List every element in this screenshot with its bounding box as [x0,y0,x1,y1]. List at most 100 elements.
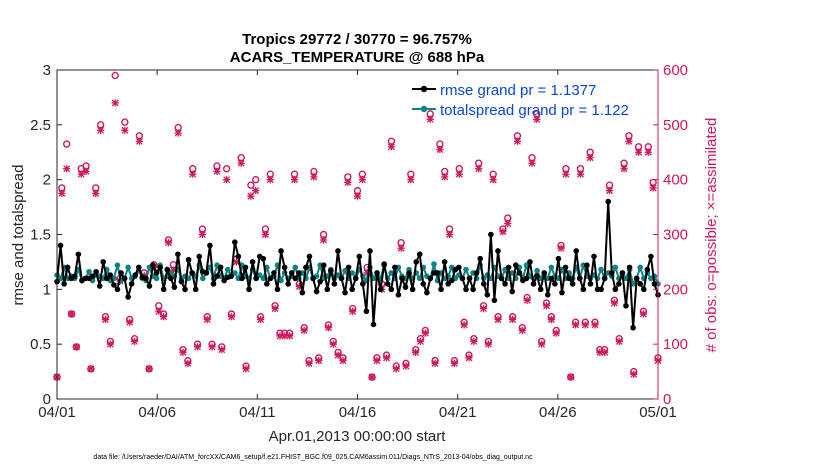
x-axis: 04/01 04/06 04/11 04/16 04/21 04/26 05/01 [38,70,677,421]
obs-assimilated-point [475,165,483,173]
rmse-point [463,286,469,293]
rmse-point [576,275,583,282]
rmse-point [100,259,107,265]
rmse-point [246,286,252,293]
rmse-point [264,281,270,287]
totalspread-point [125,264,131,271]
totalspread-point [114,262,121,269]
totalspread-point [431,261,437,267]
totalspread-point [200,275,206,282]
obs-assimilated-point [576,170,585,178]
rmse-point [296,270,302,276]
obs-assimilated-point [349,307,357,315]
rmse-point [434,270,441,276]
rmse-point [135,264,142,271]
obs-assimilated-point [426,115,434,123]
rmse-point [562,264,569,271]
rmse-point [167,275,174,282]
rmse-point [175,251,181,258]
rmse-point [274,286,281,293]
rmse-point [271,270,277,276]
rmse-point [292,275,299,282]
x-tick-label: 04/11 [239,404,275,421]
y-right-tick-label: 400 [663,172,688,189]
obs-assimilated-point [494,315,502,324]
y-left-tick-label: 3 [43,62,51,79]
totalspread-point [278,277,284,284]
y-right-tick-label: 100 [663,336,688,353]
rmse-point [278,248,284,254]
obs-assimilated-point [552,329,560,337]
rmse-point [420,281,427,287]
obs-assimilated-point [198,230,207,239]
obs-assimilated-point [368,373,376,381]
rmse-point [601,275,608,282]
obs-assimilated-point [121,126,129,134]
x-tick-label: 04/21 [439,404,477,421]
obs-assimilated-point [261,230,270,239]
rmse-point [367,248,373,254]
obs-assimilated-point [324,324,333,332]
obs-assimilated-point [373,357,381,365]
obs-assimilated-point [63,165,71,173]
obs-assimilated-point [256,315,265,324]
rmse-point [178,278,185,285]
rmse-point [537,286,544,293]
y-axis-right: 0 100 200 300 400 500 600 [653,62,688,408]
obs-assimilated-point [523,296,531,304]
rmse-point [331,281,338,287]
rmse-point [448,277,455,284]
obs-assimilated-point [412,348,420,356]
rmse-point [580,286,587,293]
obs-assimilated-point [441,173,449,181]
x-tick-label: 05/01 [639,404,677,421]
rmse-point [502,281,508,287]
rmse-point [591,253,597,260]
totalspread-point [612,264,619,271]
obs-assimilated-point [310,173,318,181]
obs-assimilated-point [436,145,444,154]
obs-assimilated-point [208,343,216,351]
obs-assimilated-point [421,329,429,337]
rmse-point [228,273,235,279]
rmse-point [214,273,220,279]
rmse-point [484,292,491,298]
obs-assimilated-point [329,340,337,348]
obs-assimilated-point [470,337,478,346]
rmse-point [235,253,242,260]
chart-title-line2: ACARS_TEMPERATURE @ 688 hPa [230,49,485,66]
rmse-point [64,264,71,271]
rmse-point [587,281,594,287]
rmse-point [512,262,519,269]
rmse-point [466,275,473,282]
obs-assimilated-point [450,359,459,367]
rmse-point [153,270,160,276]
obs-assimilated-point [193,343,202,351]
rmse-point [573,248,580,254]
rmse-point [527,259,533,265]
rmse-point [495,248,501,254]
obs-assimilated-point [145,365,153,373]
totalspread-point [637,264,644,271]
footer-data-file: data file: /Users/raeder/DAI/ATM_forcXX/… [93,454,533,461]
rmse-point [395,292,402,298]
obs-assimilated-point [382,354,391,362]
rmse-point [424,289,430,296]
rmse-point [360,281,366,287]
y-right-tick-label: 0 [663,391,671,408]
obs-assimilated-point [518,326,526,335]
rmse-point [249,259,256,265]
rmse-point [150,262,156,269]
obs-assimilated-point [605,187,614,195]
obs-assimilated-point [586,154,594,162]
obs-assimilated-point [615,337,623,346]
rmse-point [207,242,213,249]
rmse-point [509,288,515,295]
rmse-point [125,294,131,300]
rmse-point [605,198,612,205]
obs-assimilated-point [130,337,139,346]
rmse-point [313,288,320,295]
obs-assimilated-point [416,337,425,346]
rmse-point [598,286,604,293]
rmse-point [406,270,412,276]
